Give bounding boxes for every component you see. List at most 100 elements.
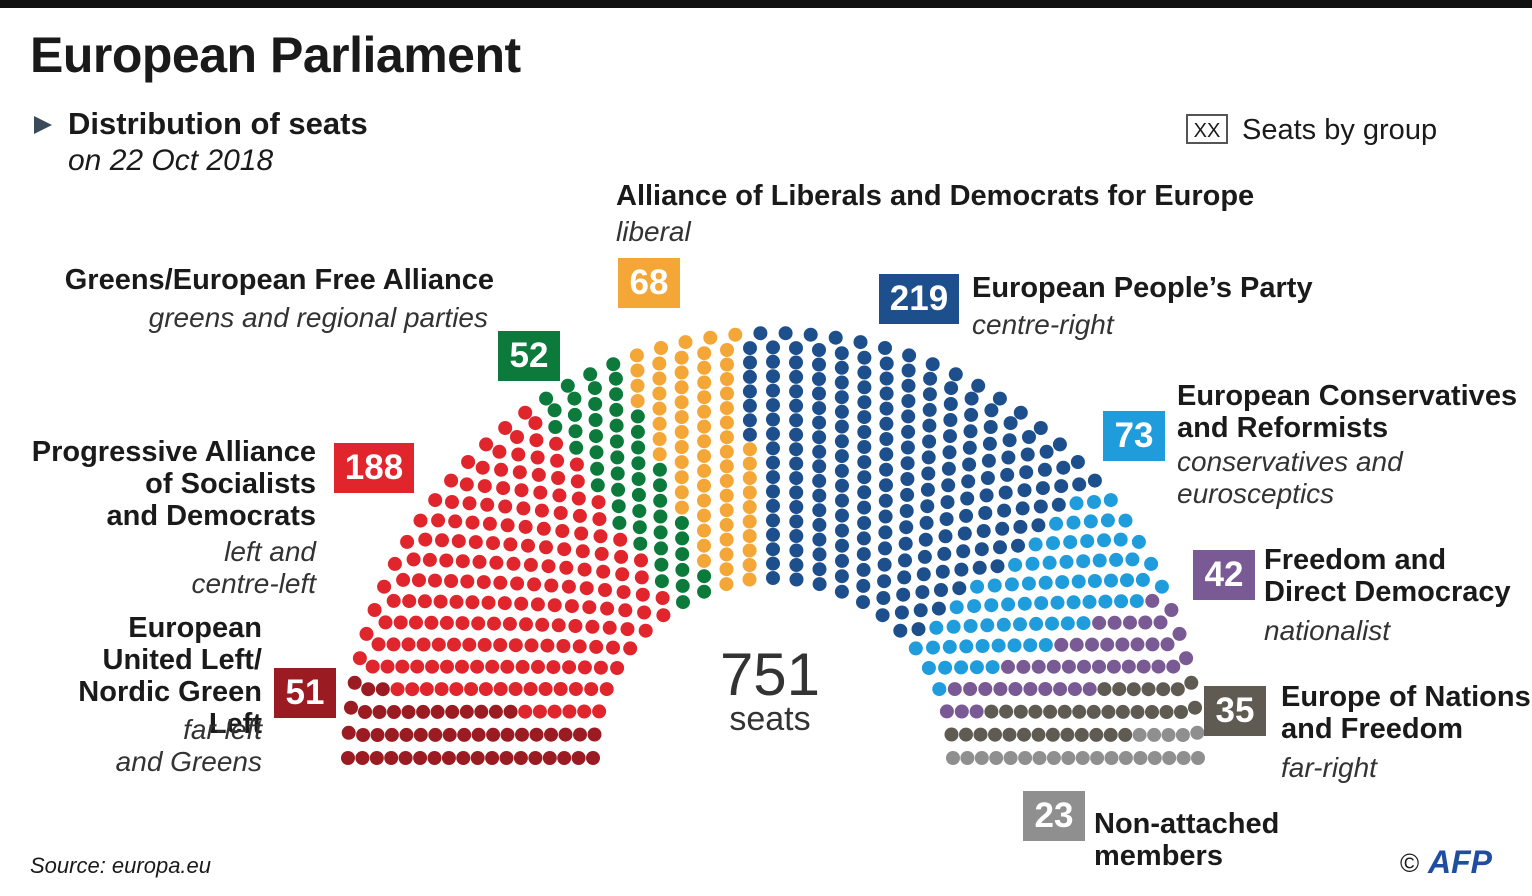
seat-dot-group-0 [500, 727, 515, 742]
seat-dot-group-7 [1017, 727, 1031, 742]
seat-dot-group-1 [579, 581, 594, 596]
seat-dot-group-1 [387, 556, 402, 571]
seat-dot-group-7 [1074, 727, 1089, 742]
seat-dot-group-4 [1051, 497, 1066, 512]
seat-dot-group-1 [546, 660, 561, 675]
seat-dot-group-1 [571, 491, 586, 506]
seat-dot-group-0 [416, 704, 431, 719]
seat-dot-group-3 [742, 500, 757, 514]
seat-dot-group-4 [983, 420, 998, 434]
seat-dot-group-4 [901, 378, 916, 393]
seat-dot-group-4 [938, 529, 953, 544]
seat-dot-group-1 [555, 524, 570, 538]
seat-dot-group-4 [766, 455, 780, 470]
seat-dot-group-1 [405, 682, 420, 697]
seat-dot-group-1 [606, 640, 620, 655]
seat-dot-group-5 [926, 640, 940, 655]
seat-dot-group-4 [812, 503, 827, 518]
seat-dot-group-5 [1063, 535, 1078, 550]
seat-dot-group-7 [999, 704, 1014, 719]
seat-dot-group-4 [941, 478, 956, 493]
seat-dot-group-3 [742, 529, 757, 543]
seat-dot-group-1 [386, 593, 401, 608]
seat-dot-group-1 [530, 450, 545, 465]
seat-dot-group-4 [766, 426, 780, 441]
seat-dot-group-7 [1057, 704, 1072, 719]
seat-dot-group-0 [369, 751, 384, 765]
seat-dot-group-3 [719, 488, 734, 503]
seat-dot-group-4 [875, 608, 890, 623]
seat-dot-group-1 [377, 579, 392, 594]
seat-dot-group-4 [812, 547, 827, 562]
seat-dot-group-2 [539, 391, 554, 406]
seat-dot-group-5 [1076, 616, 1091, 631]
seat-dot-group-3 [652, 432, 667, 446]
seat-dot-group-4 [789, 485, 804, 500]
seat-dot-group-3 [654, 341, 668, 355]
seat-dot-group-4 [812, 577, 827, 592]
seat-dot-group-5 [959, 639, 974, 654]
seat-dot-group-4 [857, 410, 872, 425]
seat-dot-group-1 [528, 416, 543, 431]
seat-dot-group-4 [857, 455, 872, 470]
seat-dot-group-8 [989, 751, 1004, 765]
seat-dot-group-1 [532, 704, 547, 719]
seat-dot-group-1 [447, 637, 461, 652]
seat-dot-group-5 [1129, 594, 1144, 609]
seat-dot-group-7 [1170, 682, 1185, 697]
seat-dot-group-2 [697, 569, 712, 584]
seat-dot-group-5 [1021, 576, 1036, 591]
seat-dot-group-1 [510, 576, 525, 591]
seat-dot-group-3 [674, 440, 689, 454]
seat-dot-group-2 [630, 409, 645, 424]
seat-dot-group-2 [675, 578, 690, 593]
seat-dot-group-1 [482, 516, 497, 531]
seat-dot-group-1 [547, 704, 562, 719]
seat-dot-group-5 [1100, 513, 1115, 528]
seat-dot-group-1 [529, 433, 544, 448]
seat-dot-group-4 [990, 559, 1005, 574]
seat-dot-group-1 [465, 595, 480, 610]
seat-dot-group-1 [493, 638, 508, 652]
seat-dot-group-3 [728, 327, 743, 342]
seat-dot-group-1 [390, 682, 405, 697]
seat-dot-group-1 [498, 421, 513, 435]
seat-dot-group-1 [359, 626, 374, 641]
seat-dot-group-6 [1023, 682, 1038, 696]
seat-dot-group-1 [614, 549, 629, 564]
seat-dot-group-4 [913, 603, 928, 618]
seat-dot-group-4 [1033, 499, 1048, 514]
seat-dot-group-3 [652, 386, 667, 401]
seat-dot-group-4 [834, 449, 849, 464]
seat-dot-group-6 [1016, 659, 1031, 674]
seat-dot-group-1 [425, 659, 440, 674]
seat-dot-group-4 [766, 340, 780, 355]
seat-dot-group-1 [599, 682, 614, 697]
seat-dot-group-2 [583, 367, 598, 382]
seat-dot-group-5 [921, 661, 936, 675]
seat-dot-group-4 [899, 520, 914, 535]
seat-dot-group-8 [1161, 728, 1176, 742]
seat-dot-group-1 [564, 599, 579, 614]
seat-dot-group-3 [697, 404, 712, 419]
seat-dot-group-4 [879, 401, 894, 416]
seat-dot-group-2 [588, 413, 603, 427]
seat-dot-group-4 [917, 549, 932, 564]
seat-dot-group-1 [523, 682, 538, 696]
seat-dot-group-5 [1120, 573, 1134, 588]
group-desc-gue: far-left and Greens [115, 714, 262, 777]
seat-dot-group-4 [789, 427, 804, 442]
seat-dot-group-4 [835, 493, 849, 508]
seat-dot-group-2 [631, 472, 646, 486]
seat-dot-group-0 [456, 751, 471, 765]
seat-dot-group-3 [719, 532, 734, 547]
seat-dot-group-8 [1176, 751, 1191, 765]
seat-dot-group-5 [1104, 573, 1118, 588]
seat-dot-group-0 [441, 751, 456, 765]
seat-dot-group-2 [567, 407, 582, 422]
seat-dot-group-5 [985, 660, 1000, 675]
seat-dot-group-2 [606, 357, 621, 372]
seat-dot-group-1 [514, 596, 529, 611]
seat-dot-group-4 [940, 495, 955, 510]
